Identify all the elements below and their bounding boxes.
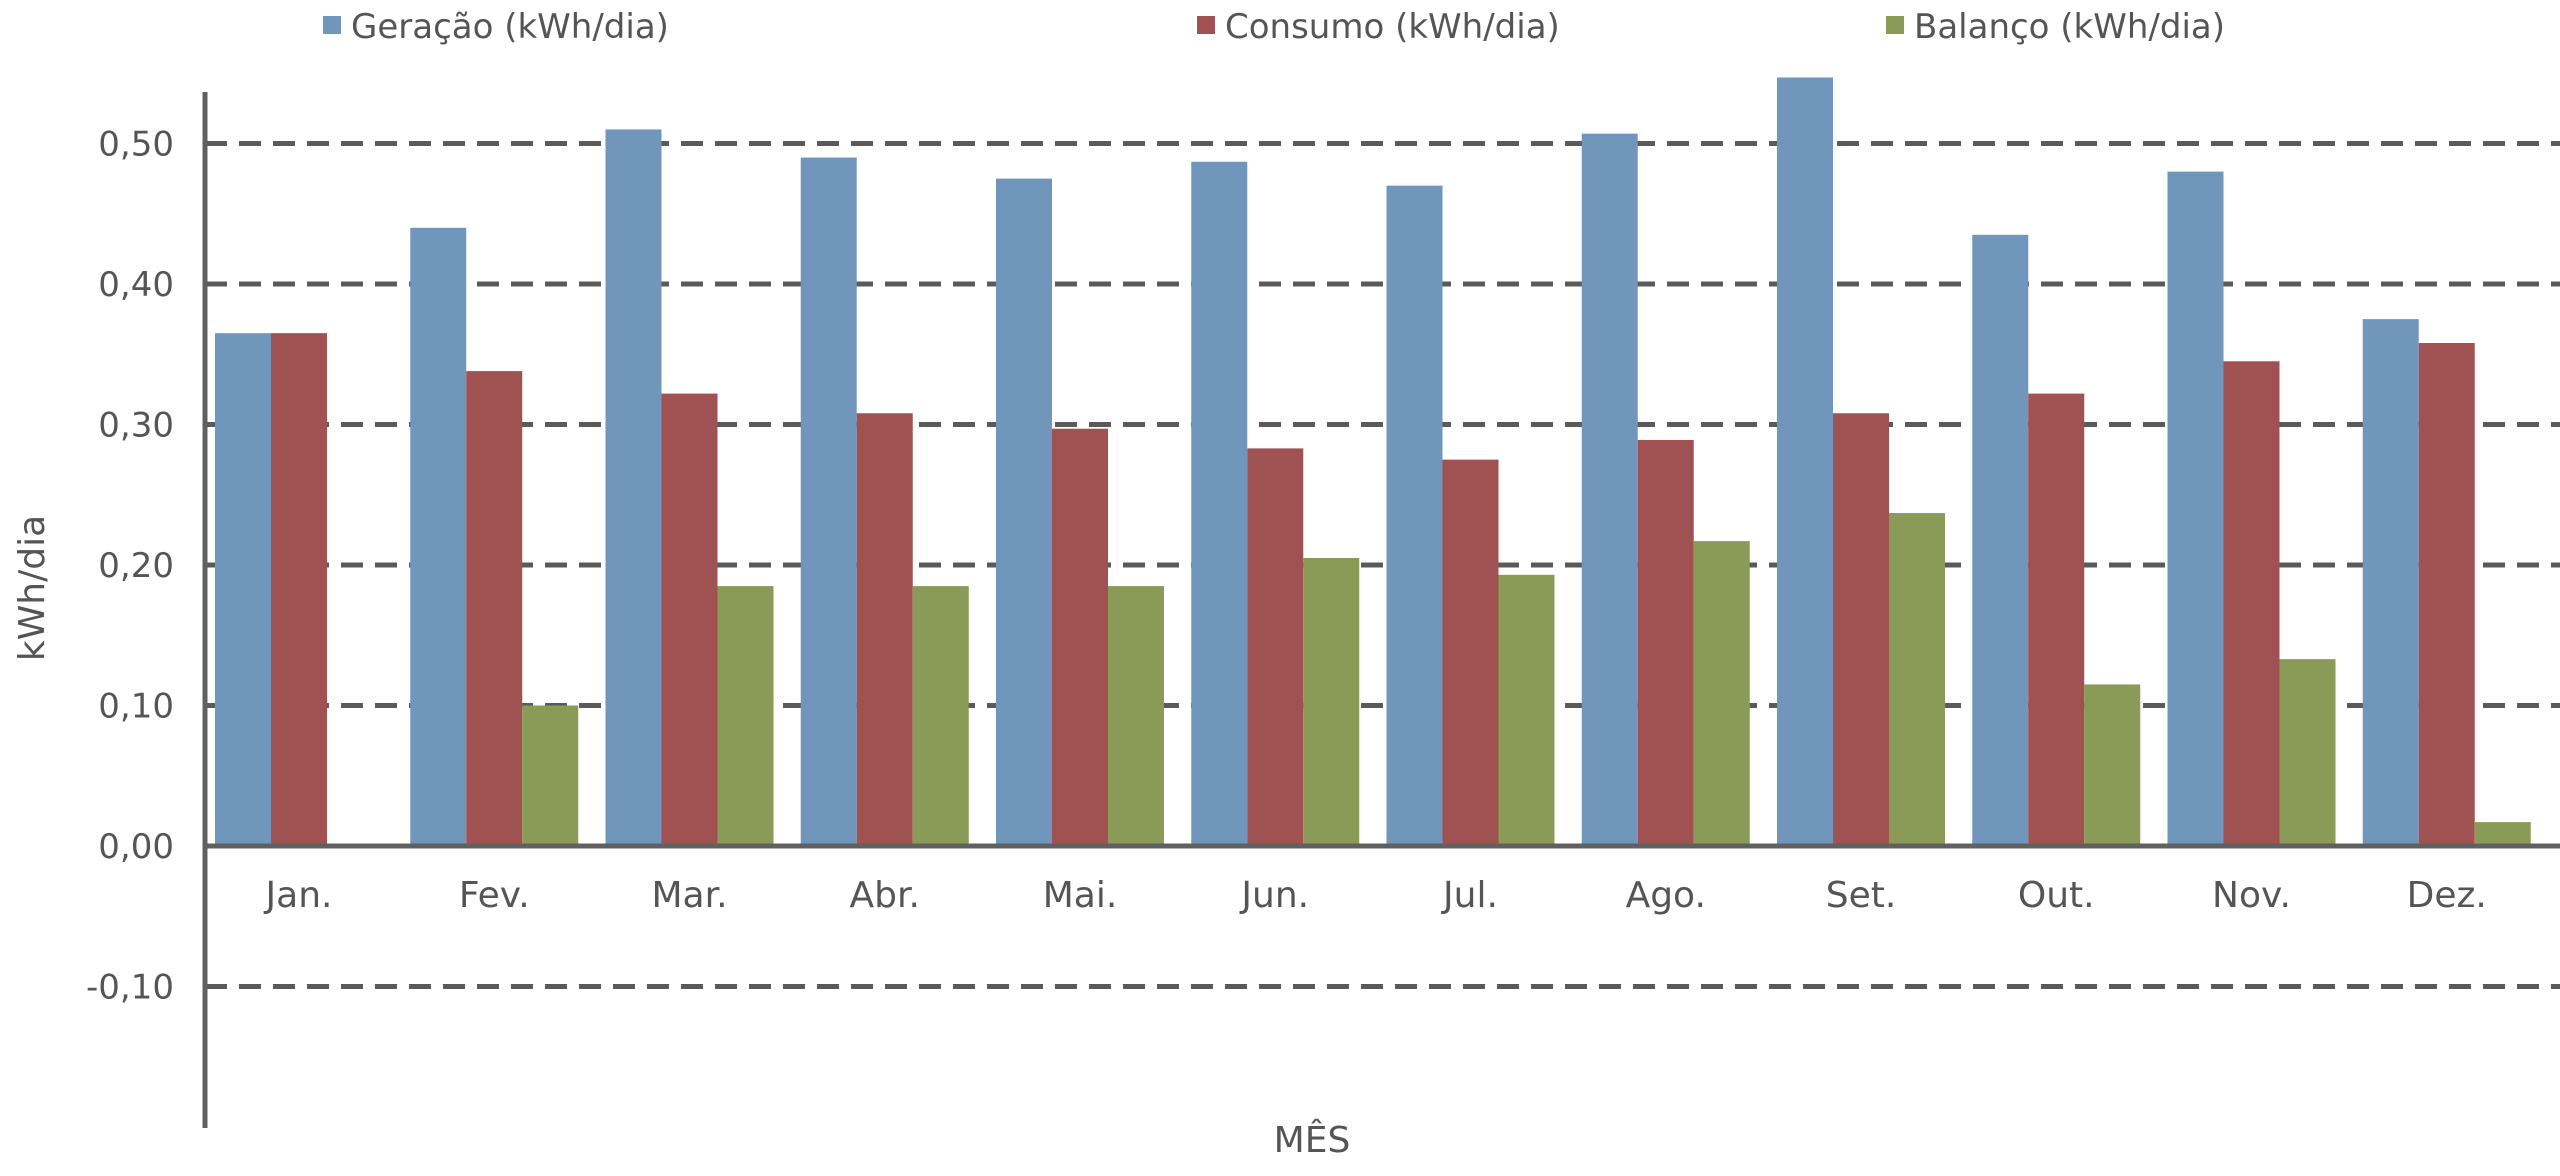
bar-balanco — [1889, 513, 1945, 846]
grid-lines — [205, 141, 2560, 989]
bar-consumo — [661, 393, 718, 846]
bar-consumo — [856, 413, 913, 846]
bar-geracao — [410, 227, 467, 847]
legend-swatch — [1197, 16, 1215, 34]
y-tick-label: 0,30 — [98, 406, 174, 446]
legend-label: Geração (kWh/dia) — [351, 7, 669, 47]
bar-balanco — [912, 586, 969, 846]
x-category-label: Dez. — [2407, 875, 2487, 916]
x-category-label: Out. — [2018, 875, 2095, 916]
x-category-label: Abr. — [850, 875, 920, 916]
axes — [202, 92, 2560, 1128]
y-tick-label: 0,10 — [98, 687, 174, 727]
bar-balanco — [717, 586, 774, 846]
y-tick-label: -0,10 — [86, 968, 174, 1008]
x-category-label: Set. — [1826, 875, 1897, 916]
bar-balanco — [2474, 822, 2531, 846]
bar-consumo — [2418, 343, 2475, 846]
bar-consumo — [466, 371, 523, 846]
y-tick-label: 0,20 — [98, 546, 174, 586]
x-category-label: Jul. — [1441, 875, 1498, 916]
bar-geracao — [996, 178, 1052, 846]
bar-balanco — [1303, 557, 1360, 846]
bar-consumo — [271, 333, 327, 846]
bar-geracao — [2362, 319, 2419, 846]
x-category-label: Fev. — [459, 875, 530, 916]
bar-geracao — [1581, 133, 1638, 847]
x-category-label: Mai. — [1043, 875, 1118, 916]
bar-geracao — [2167, 171, 2224, 847]
bar-consumo — [1637, 439, 1694, 846]
y-axis-title: kWh/dia — [12, 515, 53, 661]
legend-swatch — [1886, 16, 1904, 34]
bar-geracao — [1777, 77, 1833, 847]
bar-balanco — [522, 705, 579, 846]
bar-consumo — [1833, 413, 1889, 846]
y-tick-label: 0,00 — [98, 827, 174, 867]
bar-geracao — [605, 129, 662, 846]
y-tick-labels: -0,10 0,00 0,10 0,20 0,30 0,40 0,50 — [86, 125, 174, 1008]
x-axis-title: MÊS — [1274, 1119, 1351, 1161]
bar-consumo — [2223, 361, 2280, 846]
bar-consumo — [1442, 459, 1499, 846]
bars — [215, 77, 2531, 847]
x-category-label: Ago. — [1626, 875, 1706, 916]
bar-consumo — [1052, 428, 1108, 846]
x-category-label: Nov. — [2212, 875, 2291, 916]
bar-geracao — [1191, 161, 1248, 846]
bar-geracao — [1386, 185, 1443, 846]
x-category-label: Jun. — [1239, 875, 1309, 916]
bar-consumo — [1247, 448, 1304, 846]
bar-geracao — [800, 157, 857, 847]
x-category-labels: Jan. Fev. Mar. Abr. Mai. Jun. Jul. Ago. Set. Out.… — [264, 875, 2487, 916]
bar-geracao — [215, 333, 271, 846]
legend-label: Consumo (kWh/dia) — [1225, 7, 1560, 47]
bar-balanco — [1108, 586, 1164, 846]
y-tick-label: 0,40 — [98, 265, 174, 305]
bar-geracao — [1972, 234, 2029, 846]
legend-swatch — [323, 16, 341, 34]
bar-balanco — [2279, 659, 2336, 846]
legend: Geração (kWh/dia) Consumo (kWh/dia) Balanç… — [323, 7, 2225, 47]
y-tick-label: 0,50 — [98, 125, 174, 165]
x-category-label: Mar. — [651, 875, 727, 916]
x-category-label: Jan. — [264, 875, 333, 916]
bar-balanco — [1498, 574, 1555, 846]
bar-consumo — [2028, 393, 2085, 846]
legend-label: Balanço (kWh/dia) — [1914, 7, 2225, 47]
bar-balanco — [2084, 684, 2141, 846]
bar-balanco — [1693, 541, 1750, 846]
